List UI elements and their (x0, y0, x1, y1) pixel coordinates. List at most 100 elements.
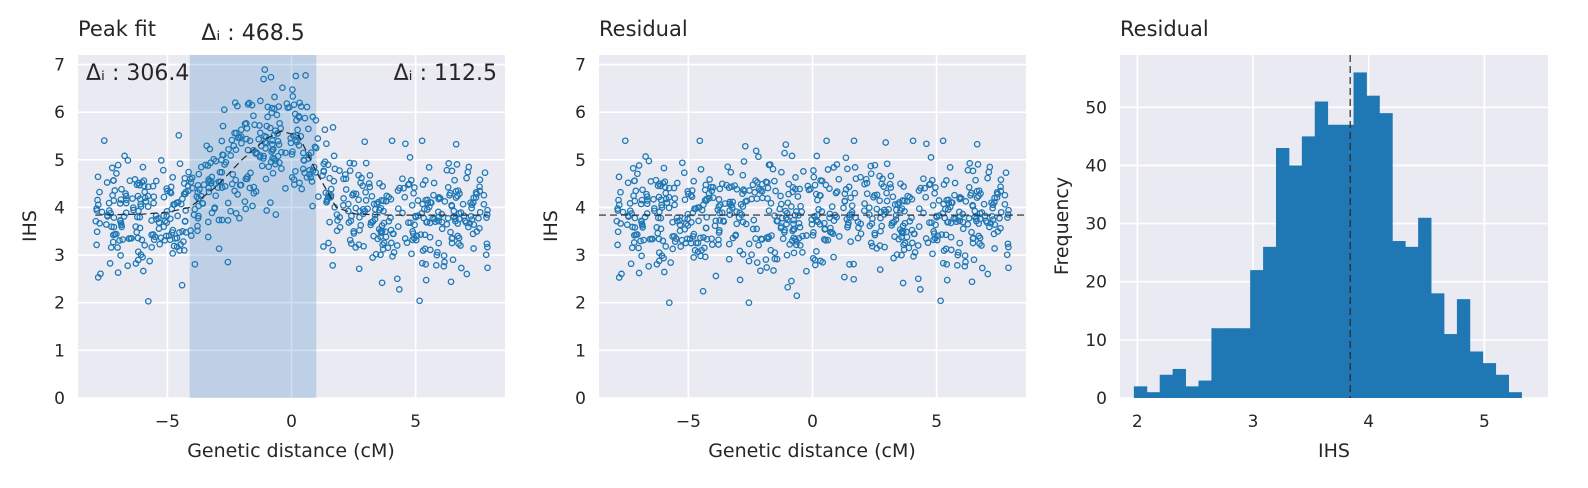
scatter-point (618, 270, 625, 278)
scatter-point (230, 142, 238, 150)
scatter-point (630, 239, 638, 246)
scatter-point (715, 241, 722, 248)
scatter-point (261, 66, 269, 73)
scatter-point (431, 218, 439, 226)
scatter-point (330, 177, 338, 185)
scatter-point (867, 170, 875, 178)
scatter-point (753, 259, 761, 266)
scatter-point (139, 253, 146, 261)
scatter-point (308, 178, 316, 185)
scatter-point (906, 217, 914, 225)
scatter-point (911, 249, 919, 256)
scatter-point (944, 206, 952, 213)
scatter-point (833, 188, 841, 195)
scatter-point (181, 174, 189, 182)
scatter-point (746, 187, 753, 194)
scatter-point (329, 262, 337, 269)
scatter-point (665, 184, 673, 192)
histogram-bar (1456, 299, 1471, 398)
scatter-point (830, 164, 838, 171)
scatter-point (134, 192, 142, 200)
scatter-point (219, 122, 227, 130)
scatter-point (762, 256, 770, 263)
scatter-point (418, 259, 426, 267)
scatter-point (659, 237, 667, 245)
scatter-point (883, 189, 890, 197)
y-tick-label: 6 (54, 103, 65, 123)
scatter-point (811, 256, 819, 264)
scatter-point (344, 200, 352, 208)
scatter-point (469, 230, 477, 238)
scatter-point (176, 229, 183, 236)
panel-peak-fit: 0 1 2 3 4 5 6 7 −5 0 5 Peak fit Δᵢ : 306.4 Δᵢ : 4… (19, 17, 505, 462)
scatter-point (878, 222, 886, 230)
scatter-point (435, 213, 442, 221)
scatter-point (355, 265, 363, 273)
scatter-point (245, 99, 253, 107)
scatter-point (444, 183, 452, 191)
scatter-point (246, 137, 254, 145)
scatter-point (929, 201, 937, 209)
scatter-point (247, 169, 254, 177)
scatter-point (265, 163, 273, 171)
scatter-point (632, 231, 640, 239)
scatter-point (224, 217, 232, 224)
histogram-bar (1301, 136, 1316, 398)
scatter-point (178, 281, 186, 289)
scatter-point (366, 183, 374, 191)
scatter-point (412, 213, 420, 221)
scatter-point (373, 200, 381, 208)
y-tick-label: 7 (54, 56, 65, 76)
histogram-bar (1198, 380, 1212, 398)
scatter-point (962, 258, 969, 266)
scatter-point (1005, 206, 1012, 214)
scatter-point (624, 212, 632, 220)
scatter-point (665, 299, 673, 307)
scatter-point (380, 197, 387, 205)
scatter-point (476, 208, 484, 216)
x-tick-label: −5 (676, 412, 701, 432)
x-tick-label: 5 (410, 412, 421, 432)
scatter-point (260, 152, 267, 160)
y-tick-label: 40 (1085, 156, 1107, 176)
scatter-point (702, 224, 710, 232)
scatter-point (296, 99, 303, 107)
scatter-point (876, 172, 883, 180)
scatter-point (678, 159, 686, 167)
scatter-point (312, 144, 320, 152)
scatter-point (250, 112, 257, 120)
gridlines (78, 55, 505, 399)
scatter-point (645, 157, 653, 165)
scatter-point (788, 152, 796, 160)
scatter-point (671, 201, 678, 209)
scatter-point (749, 225, 757, 233)
scatter-point (215, 216, 223, 224)
scatter-point (455, 240, 462, 247)
scatter-point (476, 176, 484, 184)
scatter-point (92, 217, 100, 225)
scatter-point (205, 188, 213, 196)
histogram-bar (1418, 217, 1432, 398)
scatter-point (394, 223, 402, 230)
scatter-point (745, 299, 753, 307)
scatter-point (961, 252, 969, 259)
scatter-point (400, 184, 407, 192)
scatter-point (365, 180, 373, 187)
scatter-point (96, 188, 103, 196)
scatter-point (857, 230, 865, 238)
scatter-point (311, 143, 319, 151)
scatter-point (410, 234, 418, 242)
scatter-point (379, 241, 386, 249)
scatter-point (729, 234, 737, 242)
x-tick-labels: −5 0 5 (155, 412, 421, 432)
scatter-point (403, 239, 411, 247)
scatter-point (440, 262, 448, 270)
scatter-point (805, 186, 813, 194)
scatter-point (976, 240, 983, 247)
scatter-point (258, 162, 266, 170)
scatter-point (637, 237, 644, 245)
scatter-point (355, 171, 362, 179)
scatter-point (965, 214, 973, 222)
scatter-point (255, 135, 263, 143)
scatter-point (811, 181, 819, 189)
